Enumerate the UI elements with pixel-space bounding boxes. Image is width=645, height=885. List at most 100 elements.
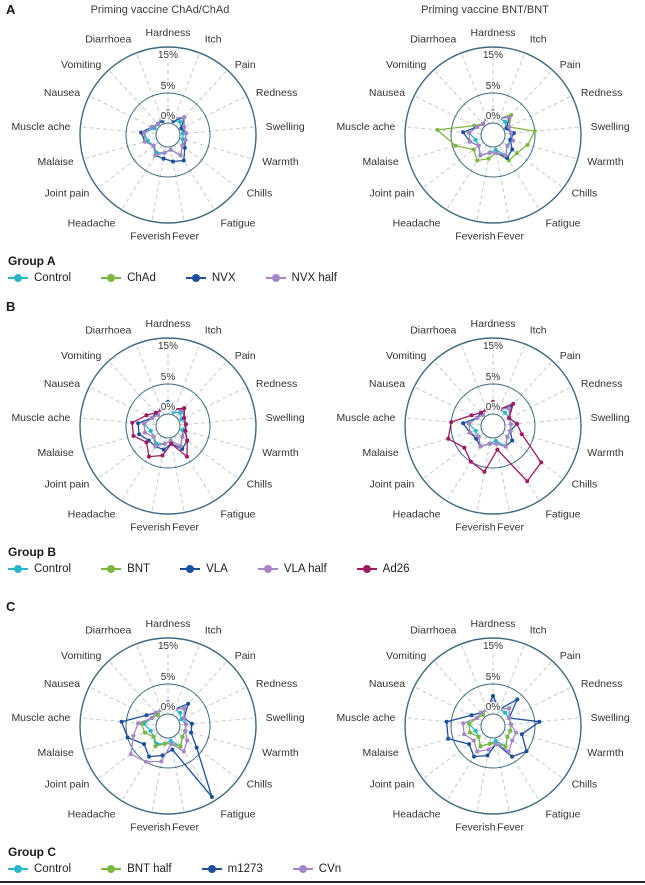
svg-text:5%: 5%: [486, 372, 501, 383]
legend-item-chad: ChAd: [101, 272, 156, 284]
svg-text:Chills: Chills: [572, 779, 598, 791]
legend-label: ChAd: [127, 272, 156, 284]
svg-text:Joint pain: Joint pain: [369, 779, 414, 791]
svg-text:Feverish: Feverish: [130, 821, 170, 833]
legend-marker-icon: [101, 864, 122, 874]
legend-label: NVX half: [291, 272, 337, 284]
svg-text:Fatigue: Fatigue: [546, 218, 581, 230]
svg-text:Hardness: Hardness: [146, 618, 191, 630]
legend-items-b: Control BNT VLA VLA half Ad26: [8, 563, 645, 575]
svg-text:Vomiting: Vomiting: [61, 350, 101, 362]
legend-label: VLA half: [283, 563, 327, 575]
svg-text:Hardness: Hardness: [146, 27, 191, 39]
svg-text:Itch: Itch: [205, 625, 222, 637]
legend-marker-icon: [356, 564, 377, 574]
svg-text:Muscle ache: Muscle ache: [336, 412, 395, 424]
svg-text:Fever: Fever: [497, 521, 524, 533]
svg-text:Redness: Redness: [256, 378, 297, 390]
radar-axis-labels: Hardness Itch Pain Redness Swelling Warmth Chi…: [11, 618, 304, 833]
svg-text:Chills: Chills: [247, 779, 273, 791]
svg-text:Joint pain: Joint pain: [44, 779, 89, 791]
legend-marker-icon: [265, 273, 286, 283]
legend-label: VLA: [206, 563, 228, 575]
panel-c: C Hardness Itch Pain Redness Swelling Warmth C…: [0, 597, 645, 881]
svg-text:0%: 0%: [161, 111, 176, 122]
radar-axis-labels: Hardness Itch Pain Redness Swelling Warmth Chi…: [11, 27, 304, 242]
series-cvn: [461, 700, 519, 754]
legend-label: BNT half: [127, 863, 172, 875]
svg-text:0%: 0%: [161, 702, 176, 713]
svg-text:Muscle ache: Muscle ache: [336, 121, 395, 133]
svg-text:Diarrhoea: Diarrhoea: [85, 325, 131, 337]
panel-letter-c: C: [6, 599, 16, 614]
svg-text:Fatigue: Fatigue: [221, 509, 256, 521]
svg-text:Vomiting: Vomiting: [386, 59, 426, 71]
svg-text:Chills: Chills: [572, 188, 598, 200]
series-nvx-half: [142, 109, 188, 158]
legend-marker-icon: [101, 273, 122, 283]
chart-block-a-left: Priming vaccine ChAd/ChAd Hardness Itch Pa…: [6, 3, 314, 252]
legend-item-m1273: m1273: [201, 863, 263, 875]
radar-series: [444, 694, 542, 759]
svg-text:Fatigue: Fatigue: [221, 218, 256, 230]
series-ad26: [130, 403, 190, 459]
svg-text:Headache: Headache: [68, 218, 116, 230]
svg-text:Diarrhoea: Diarrhoea: [410, 625, 456, 637]
radar-grid: [79, 337, 257, 515]
radar-axis-labels: Hardness Itch Pain Redness Swelling Warmth Chi…: [336, 27, 629, 242]
radar-chart-b-right: Hardness Itch Pain Redness Swelling Warmth Chi…: [336, 318, 630, 533]
legend-label: Ad26: [382, 563, 410, 575]
svg-text:Pain: Pain: [560, 650, 581, 662]
svg-text:Headache: Headache: [68, 809, 116, 821]
panel-a-chart-row: Priming vaccine ChAd/ChAd Hardness Itch Pa…: [0, 3, 645, 252]
legend-items-c: Control BNT half m1273 CVn: [8, 863, 645, 875]
legend-item-nvx: NVX: [185, 272, 236, 284]
svg-text:5%: 5%: [486, 81, 501, 92]
svg-text:Nausea: Nausea: [44, 87, 80, 99]
svg-text:Redness: Redness: [581, 87, 622, 99]
svg-text:Fatigue: Fatigue: [546, 509, 581, 521]
chart-title-chad: Priming vaccine ChAd/ChAd: [90, 4, 230, 16]
radar-chart-a-left: Hardness Itch Pain Redness Swelling Warmth Chi…: [11, 27, 304, 242]
svg-text:Chills: Chills: [247, 479, 273, 491]
chart-block-c-right: Hardness Itch Pain Redness Swelling Warmth Chi…: [331, 609, 639, 843]
svg-text:Warmth: Warmth: [262, 747, 299, 759]
legend-marker-icon: [180, 564, 201, 574]
svg-text:0%: 0%: [486, 402, 501, 413]
svg-text:Hardness: Hardness: [471, 318, 516, 330]
svg-text:15%: 15%: [483, 641, 503, 652]
legend-label: Control: [34, 563, 72, 575]
legend-marker-icon: [185, 273, 206, 283]
svg-text:Malaise: Malaise: [363, 447, 399, 459]
svg-text:Itch: Itch: [530, 34, 547, 46]
svg-text:15%: 15%: [158, 50, 178, 61]
svg-text:Vomiting: Vomiting: [386, 650, 426, 662]
legend-title-c: Group C: [8, 845, 56, 859]
svg-text:Itch: Itch: [530, 625, 547, 637]
legend-group-a: Group A Control ChAd NVX NVX half: [8, 254, 645, 284]
svg-text:Malaise: Malaise: [38, 747, 74, 759]
radar-ring-labels: 0% 5% 15%: [481, 340, 504, 415]
legend-marker-icon: [8, 564, 28, 574]
radar-series: [446, 400, 544, 484]
chart-block-a-right: Priming vaccine BNT/BNT Hardness Itch Pain…: [331, 3, 639, 252]
legend-group-c: Group C Control BNT half m1273 CVn: [8, 845, 645, 875]
svg-text:Vomiting: Vomiting: [61, 59, 101, 71]
svg-text:Nausea: Nausea: [44, 378, 80, 390]
svg-text:Warmth: Warmth: [587, 747, 624, 759]
svg-text:Muscle ache: Muscle ache: [11, 412, 70, 424]
svg-text:0%: 0%: [486, 111, 501, 122]
svg-text:Diarrhoea: Diarrhoea: [410, 325, 456, 337]
legend-label: BNT: [127, 563, 151, 575]
svg-text:Diarrhoea: Diarrhoea: [410, 34, 456, 46]
svg-text:Swelling: Swelling: [591, 412, 630, 424]
svg-text:Pain: Pain: [235, 650, 256, 662]
svg-text:Swelling: Swelling: [266, 121, 305, 133]
svg-text:Chills: Chills: [247, 188, 273, 200]
legend-item-ad26: Ad26: [356, 563, 410, 575]
legend-item-vla-half: VLA half: [257, 563, 327, 575]
legend-item-control: Control: [8, 863, 71, 875]
svg-text:Pain: Pain: [235, 350, 256, 362]
svg-text:Muscle ache: Muscle ache: [11, 121, 70, 133]
